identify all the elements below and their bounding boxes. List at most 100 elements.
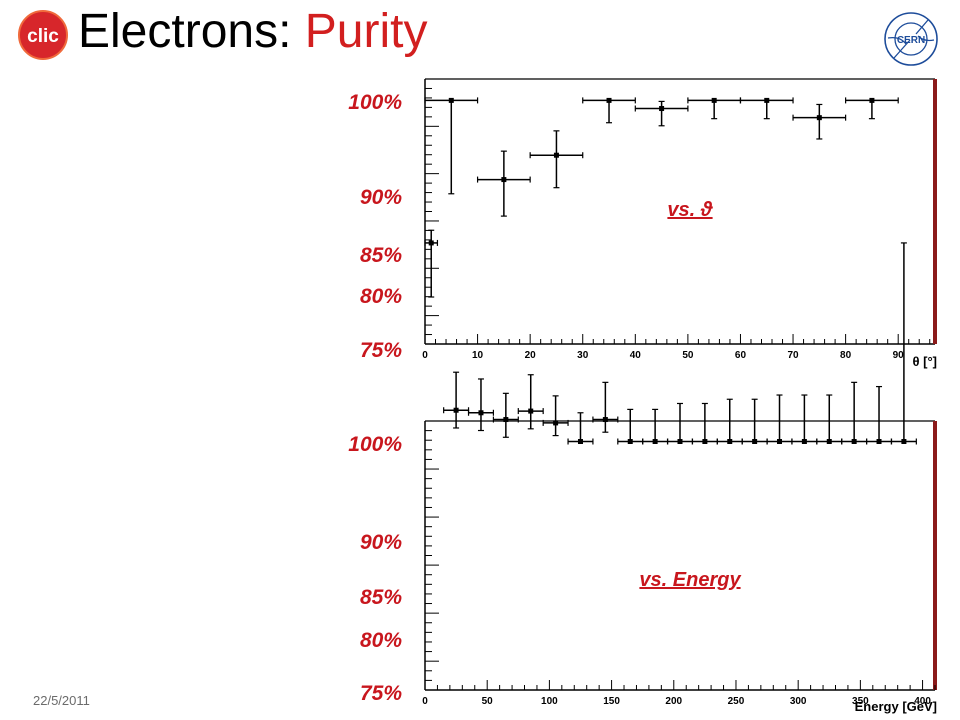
data-marker xyxy=(478,410,484,416)
data-marker xyxy=(659,106,665,112)
data-marker xyxy=(711,97,717,103)
data-point xyxy=(766,394,793,445)
data-marker xyxy=(606,97,612,103)
x-tick-label: 0 xyxy=(422,696,428,707)
y-tick-label: 75% xyxy=(360,682,402,705)
data-point xyxy=(592,381,619,433)
data-point xyxy=(841,381,868,445)
data-point xyxy=(424,97,479,195)
data-point xyxy=(642,408,669,445)
data-point xyxy=(741,398,768,445)
data-marker xyxy=(816,115,822,121)
data-point xyxy=(467,378,495,432)
data-marker xyxy=(501,177,507,183)
chart-purity-vs-energy: 0 50 100 150 200 250 300 350 400100%90%85%80%75%… xyxy=(348,229,937,714)
x-axis-title: θ [°] xyxy=(913,354,938,369)
data-marker xyxy=(652,439,658,444)
x-tick-label: 30 xyxy=(577,350,589,361)
data-marker xyxy=(702,439,708,444)
data-point xyxy=(865,385,893,445)
data-point xyxy=(476,150,531,217)
data-point xyxy=(691,402,718,445)
x-tick-label: 60 xyxy=(735,350,747,361)
x-tick-label: 0 xyxy=(422,350,428,361)
y-tick-label: 80% xyxy=(360,285,402,308)
data-marker xyxy=(553,152,559,158)
data-marker xyxy=(801,439,807,444)
cern-logo-text: CERN xyxy=(897,35,925,46)
data-marker xyxy=(428,240,434,246)
x-tick-label: 50 xyxy=(682,350,694,361)
data-point xyxy=(634,100,689,127)
chart-annotation: vs. Energy xyxy=(639,569,741,591)
x-axis-title: Energy [GeV] xyxy=(855,699,937,714)
x-tick-label: 10 xyxy=(472,350,484,361)
data-marker xyxy=(453,407,459,413)
data-point xyxy=(492,392,519,438)
cern-logo: CERN xyxy=(884,12,938,66)
x-tick-label: 80 xyxy=(840,350,852,361)
x-tick-label: 350 xyxy=(852,696,869,707)
data-point xyxy=(791,394,818,445)
data-marker xyxy=(503,417,509,423)
clic-logo: clic xyxy=(18,10,68,60)
data-marker xyxy=(851,439,857,444)
title-main: Electrons: xyxy=(78,5,305,58)
data-marker xyxy=(901,439,907,444)
y-tick-label: 100% xyxy=(348,433,402,456)
data-marker xyxy=(752,439,758,444)
data-marker xyxy=(826,439,832,444)
chart-annotation: vs. ϑ xyxy=(667,199,713,221)
y-tick-label: 80% xyxy=(360,629,402,652)
x-tick-label: 200 xyxy=(665,696,682,707)
y-tick-label: 75% xyxy=(360,339,402,362)
data-point xyxy=(582,97,636,124)
data-point xyxy=(617,408,644,445)
data-marker xyxy=(876,439,882,444)
y-tick-label: 90% xyxy=(360,531,402,554)
data-marker xyxy=(764,97,770,103)
data-point xyxy=(845,97,899,120)
x-tick-label: 400 xyxy=(914,696,931,707)
title-accent: Purity xyxy=(304,5,428,58)
data-point xyxy=(567,412,594,445)
data-marker xyxy=(869,97,875,103)
data-marker xyxy=(602,417,608,423)
data-point xyxy=(443,371,470,429)
x-tick-label: 100 xyxy=(541,696,558,707)
x-tick-label: 90 xyxy=(893,350,905,361)
data-point xyxy=(529,130,584,189)
data-marker xyxy=(577,439,583,444)
x-tick-label: 20 xyxy=(525,350,537,361)
data-point xyxy=(517,374,544,430)
data-point xyxy=(739,97,794,120)
y-tick-label: 85% xyxy=(360,244,402,267)
data-point xyxy=(666,402,694,445)
y-tick-label: 90% xyxy=(360,186,402,209)
y-tick-label: 100% xyxy=(348,91,402,114)
data-marker xyxy=(677,439,683,444)
x-tick-label: 250 xyxy=(728,696,745,707)
data-point xyxy=(716,398,743,445)
data-point xyxy=(424,229,439,298)
x-tick-label: 300 xyxy=(790,696,807,707)
data-point xyxy=(687,97,742,120)
page-title: Electrons: Purity xyxy=(78,2,427,62)
data-marker xyxy=(448,97,454,103)
data-marker xyxy=(553,420,559,426)
data-marker xyxy=(627,439,633,444)
data-point xyxy=(890,242,917,445)
y-tick-label: 85% xyxy=(360,586,402,609)
chart-purity-vs-theta: 0 10 20 30 40 50 60 70 80 90 100% 90% 85% 80% 75% θ [°]… xyxy=(348,78,938,369)
data-marker xyxy=(528,408,534,414)
svg-text:clic: clic xyxy=(27,26,59,47)
data-point xyxy=(816,394,843,445)
x-tick-label: 150 xyxy=(603,696,620,707)
data-point xyxy=(542,395,569,437)
data-marker xyxy=(727,439,733,444)
slide-date: 22/5/2011 xyxy=(33,693,90,708)
x-tick-label: 50 xyxy=(482,696,494,707)
data-marker xyxy=(777,439,783,444)
x-tick-label: 70 xyxy=(787,350,799,361)
